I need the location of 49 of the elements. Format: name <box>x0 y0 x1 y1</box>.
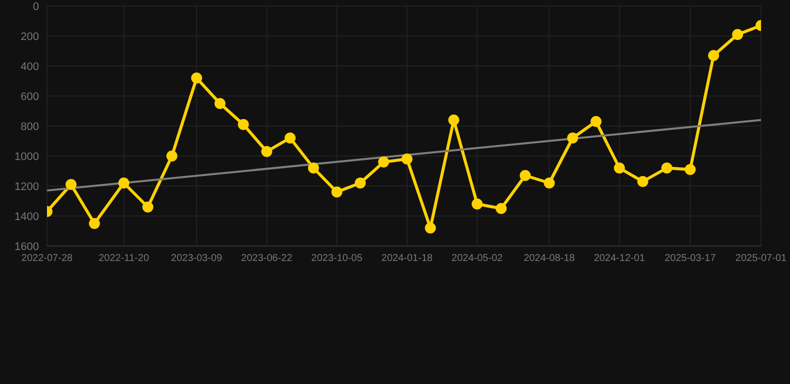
x-tick-label: 2022-07-28 <box>21 253 74 264</box>
point <box>308 162 319 174</box>
x-tick-label: 2024-01-18 <box>381 253 434 264</box>
point <box>284 132 296 144</box>
point <box>118 178 130 188</box>
point <box>191 72 202 84</box>
point <box>637 176 648 187</box>
x-tick-label: 2024-12-01 <box>594 253 646 264</box>
y-tick-label: 800 <box>20 120 39 133</box>
point <box>544 178 555 188</box>
y-tick-label: 400 <box>20 60 39 73</box>
x-tick-label: 2024-05-02 <box>452 253 504 264</box>
y-tick-label: 1200 <box>14 180 39 193</box>
point <box>331 186 342 198</box>
point <box>88 218 100 229</box>
point <box>238 119 249 130</box>
y-tick-label: 0 <box>32 0 39 13</box>
point <box>708 50 720 61</box>
point <box>661 162 672 174</box>
point <box>684 164 696 175</box>
y-tick-label: 1400 <box>14 210 39 223</box>
point <box>261 146 272 157</box>
point <box>520 170 531 181</box>
x-tick-label: 2025-03-17 <box>664 253 716 264</box>
x-tick-label: 2023-03-09 <box>171 253 223 264</box>
y-tick-label: 1600 <box>14 240 39 253</box>
x-tick-label: 2023-10-05 <box>311 253 363 264</box>
point <box>402 154 413 164</box>
point <box>590 116 602 127</box>
point <box>142 202 154 212</box>
point <box>614 162 625 174</box>
x-tick-label: 2024-08-18 <box>524 253 576 264</box>
x-tick-label: 2023-06-22 <box>241 253 293 264</box>
y-tick-label: 1000 <box>14 150 39 163</box>
x-tick-label: 2025-07-01 <box>735 253 788 264</box>
y-tick-label: 200 <box>20 30 39 43</box>
point <box>424 222 436 234</box>
y-tick-label: 600 <box>20 90 39 103</box>
point <box>66 179 77 190</box>
point <box>732 29 744 40</box>
point <box>472 198 483 210</box>
point <box>166 150 178 162</box>
point <box>567 132 578 144</box>
point <box>378 156 390 168</box>
x-tick-label: 2022-11-20 <box>98 253 150 264</box>
point <box>214 98 226 109</box>
point <box>496 203 507 214</box>
point <box>354 178 366 188</box>
point <box>448 114 460 126</box>
